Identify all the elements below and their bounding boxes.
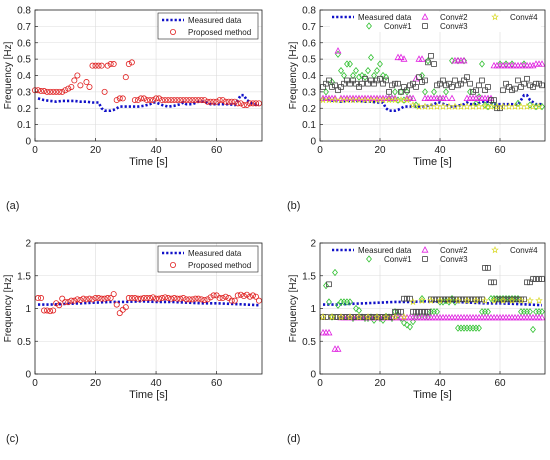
y-tick-label: 0.3	[17, 87, 31, 98]
y-tick-label: 0	[25, 137, 31, 148]
x-axis-label: Time [s]	[413, 389, 452, 401]
legend: Measured data Conv#2 Conv#4 Conv#1 Conv#3	[330, 245, 541, 265]
legend-entry-label: Measured data	[358, 13, 412, 22]
x-axis-label: Time [s]	[129, 156, 168, 168]
legend-entry-label: Conv#4	[510, 246, 538, 255]
y-tick-label: 0.6	[302, 38, 316, 49]
y-tick-label: 2	[310, 239, 316, 250]
y-tick-label: 1.5	[302, 271, 316, 282]
x-tick-label: 60	[211, 145, 223, 156]
legend-entry-label: Conv#1	[384, 255, 412, 264]
y-tick-label: 0.5	[302, 337, 316, 348]
y-tick-label: 2	[25, 239, 31, 250]
x-tick-label: 0	[32, 145, 38, 156]
panel-label-c: (c)	[6, 433, 19, 445]
legend-entry-label: Conv#4	[510, 13, 538, 22]
y-axis-label: Frequency [Hz]	[3, 274, 14, 342]
x-tick-label: 40	[434, 378, 446, 389]
panel-label-a: (a)	[6, 200, 19, 212]
x-tick-label: 0	[32, 378, 38, 389]
y-tick-label: 0.7	[302, 22, 316, 33]
chart-panel-1: 0 20 40 60 0 0.1 0.2 0.3 0.4 0.5 0.6 0.7 0.8 Time [s]…	[3, 6, 262, 169]
y-tick-label: 0.4	[302, 71, 316, 82]
y-tick-label: 0.7	[17, 22, 31, 33]
y-axis-label: Frequency [Hz]	[288, 274, 299, 342]
y-tick-label: 0.8	[17, 6, 31, 17]
y-axis-label: Frequency [Hz]	[288, 41, 299, 109]
y-tick-label: 0.3	[302, 87, 316, 98]
y-tick-label: 0.5	[302, 55, 316, 66]
y-axis-label: Frequency [Hz]	[3, 41, 14, 109]
x-tick-label: 0	[317, 145, 323, 156]
x-tick-label: 60	[494, 145, 506, 156]
y-tick-label: 1	[25, 304, 31, 315]
x-tick-label: 60	[494, 378, 506, 389]
panel-label-d: (d)	[287, 433, 300, 445]
legend-entry-label: Conv#1	[384, 22, 412, 31]
x-tick-label: 40	[151, 145, 163, 156]
legend-entry-label: Measured data	[358, 246, 412, 255]
y-tick-label: 1	[310, 304, 316, 315]
y-tick-label: 0.2	[17, 104, 31, 115]
y-tick-label: 0.2	[302, 104, 316, 115]
x-tick-label: 40	[434, 145, 446, 156]
legend-entry-label: Conv#2	[440, 13, 468, 22]
chart-panel-4: 0 20 40 60 0 0.5 1 1.5 2 Time [s] Frequency [Hz] Me…	[288, 239, 545, 402]
legend-entry-label: Conv#3	[440, 22, 468, 31]
legend-entry-label: Measured data	[188, 16, 242, 25]
x-tick-label: 20	[90, 145, 102, 156]
y-tick-label: 0.1	[302, 120, 316, 131]
y-tick-label: 0.4	[17, 71, 31, 82]
y-tick-label: 0.1	[17, 120, 31, 131]
x-tick-label: 40	[151, 378, 163, 389]
legend: Measured data Proposed method	[158, 246, 258, 272]
x-tick-label: 20	[374, 145, 386, 156]
x-axis-label: Time [s]	[413, 156, 452, 168]
y-tick-label: 0	[25, 370, 31, 381]
y-tick-label: 0	[310, 137, 316, 148]
y-tick-label: 0.5	[17, 337, 31, 348]
y-tick-label: 0.8	[302, 6, 316, 17]
chart-panel-3: 0 20 40 60 0 0.5 1 1.5 2 Time [s] Frequency [Hz] Me…	[3, 239, 262, 402]
legend-entry-label: Proposed method	[188, 261, 251, 270]
legend-entry-label: Conv#2	[440, 246, 468, 255]
y-tick-label: 1.5	[17, 271, 31, 282]
y-tick-label: 0.6	[17, 38, 31, 49]
x-tick-label: 20	[90, 378, 102, 389]
x-tick-label: 0	[317, 378, 323, 389]
legend: Measured data Conv#2 Conv#4 Conv#1 Conv#3	[330, 12, 541, 32]
x-axis-label: Time [s]	[129, 389, 168, 401]
chart-panel-2: 0 20 40 60 0 0.1 0.2 0.3 0.4 0.5 0.6 0.7 0.8 Time [s]…	[288, 6, 545, 169]
x-tick-label: 20	[374, 378, 386, 389]
y-tick-label: 0.5	[17, 55, 31, 66]
x-tick-label: 60	[211, 378, 223, 389]
panel-label-b: (b)	[287, 200, 300, 212]
legend: Measured data Proposed method	[158, 13, 258, 39]
y-tick-label: 0	[310, 370, 316, 381]
legend-entry-label: Conv#3	[440, 255, 468, 264]
legend-entry-label: Proposed method	[188, 28, 251, 37]
legend-entry-label: Measured data	[188, 249, 242, 258]
